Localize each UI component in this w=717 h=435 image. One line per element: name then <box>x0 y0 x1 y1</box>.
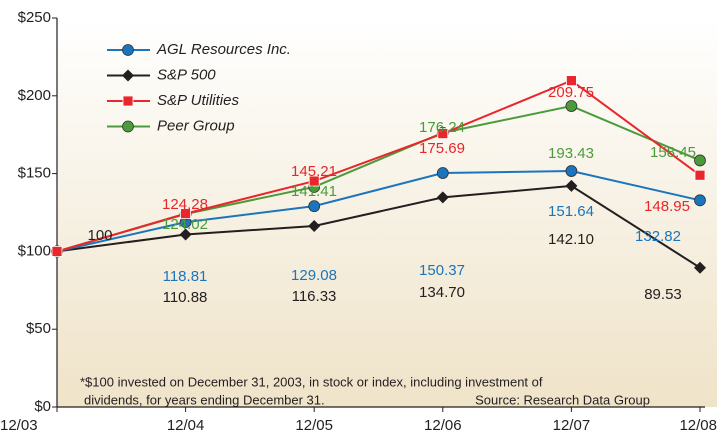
x-tick-label: 12/03 <box>0 417 38 434</box>
data-label: 129.08 <box>291 267 337 284</box>
marker <box>122 69 134 82</box>
x-tick-label: 12/08 <box>679 417 717 434</box>
marker <box>437 128 449 140</box>
y-tick-label: $50 <box>26 320 51 337</box>
y-tick-label: $100 <box>18 242 51 259</box>
marker <box>565 100 578 112</box>
marker <box>694 169 706 181</box>
marker <box>308 175 320 187</box>
y-tick-label: $150 <box>18 165 51 182</box>
data-label: 158.45 <box>650 144 696 161</box>
plot-background <box>57 18 717 407</box>
note: *$100 invested on December 31, 2003, in … <box>80 374 543 389</box>
data-label: 110.88 <box>163 289 208 306</box>
data-label: 209.75 <box>548 84 594 101</box>
marker <box>694 261 706 274</box>
y-tick-label: $0 <box>34 398 51 415</box>
legend-label: S&P Utilities <box>157 92 239 109</box>
data-label: 176.24 <box>419 119 465 136</box>
data-label: 124.02 <box>162 216 208 233</box>
legend-label: Peer Group <box>157 117 235 134</box>
marker <box>436 191 449 204</box>
marker <box>694 194 706 207</box>
data-label: 124.28 <box>162 196 208 213</box>
data-label: 150.37 <box>419 262 465 279</box>
data-label: 134.70 <box>419 284 465 301</box>
marker <box>122 95 134 107</box>
x-tick-label: 12/07 <box>553 417 591 434</box>
data-label: 151.64 <box>548 203 594 220</box>
series-line <box>56 170 701 253</box>
marker <box>566 75 577 87</box>
note: dividends, for years ending December 31. <box>84 392 325 407</box>
x-tick-label: 12/05 <box>295 417 333 434</box>
legend-label: S&P 500 <box>157 66 216 83</box>
marker <box>436 167 449 179</box>
y-tick-label: $250 <box>18 9 51 26</box>
note: Source: Research Data Group <box>475 392 650 407</box>
marker <box>122 44 134 56</box>
marker <box>308 200 321 213</box>
data-label: 148.95 <box>644 198 690 215</box>
marker <box>180 208 192 220</box>
marker <box>179 228 192 241</box>
y-tick-label: $200 <box>18 87 51 104</box>
data-label: 100 <box>87 227 112 244</box>
x-tick-label: 12/06 <box>424 417 462 434</box>
marker <box>694 154 706 167</box>
x-tick-label: 12/04 <box>167 417 205 434</box>
series-line <box>56 79 701 253</box>
data-label: 116.33 <box>292 288 337 305</box>
data-label: 193.43 <box>548 145 594 162</box>
data-label: 145.21 <box>291 163 337 180</box>
legend-label: AGL Resources Inc. <box>156 41 291 58</box>
marker <box>565 179 578 192</box>
marker <box>308 219 321 232</box>
data-label: 142.10 <box>548 231 594 248</box>
data-label: 175.69 <box>419 140 465 157</box>
marker <box>51 245 63 257</box>
data-label: 118.81 <box>163 268 208 285</box>
data-label: 89.53 <box>644 286 682 303</box>
data-label: 141.41 <box>291 183 337 200</box>
marker <box>122 120 134 133</box>
data-label: 132.82 <box>635 228 681 245</box>
series-line <box>56 184 701 269</box>
marker <box>565 165 578 177</box>
